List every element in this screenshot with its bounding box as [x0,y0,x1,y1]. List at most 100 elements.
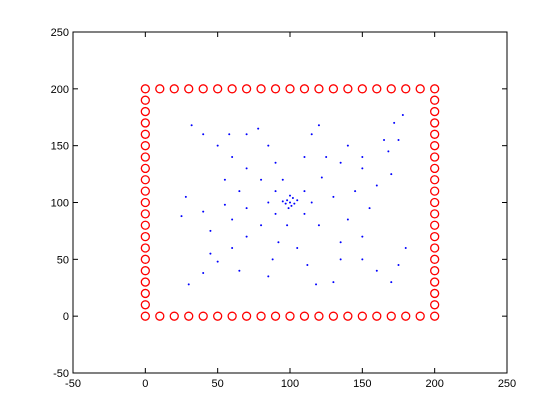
circle-marker [140,84,150,94]
x-tick-label: -50 [65,378,81,390]
circle-marker [155,84,165,94]
circle-marker [184,84,194,94]
x-tick-label: 0 [142,378,148,390]
point-marker [245,207,248,210]
circle-marker [213,311,223,321]
point-marker [223,203,226,206]
circle-marker [386,84,396,94]
point-marker [284,202,287,205]
circle-marker [256,311,266,321]
circle-marker [357,84,367,94]
circle-marker [314,84,324,94]
circle-marker [430,254,440,264]
point-marker [361,167,364,170]
point-marker [361,258,364,261]
circle-marker [430,129,440,139]
point-marker [286,224,289,227]
point-marker [310,133,313,136]
circle-marker [140,243,150,253]
circle-marker [299,84,310,94]
point-marker [325,156,328,159]
x-tick-label: 200 [425,378,443,390]
point-marker [245,133,248,136]
circle-marker [415,84,425,94]
circle-marker [140,118,150,128]
x-tick-label: 150 [353,378,371,390]
point-marker [231,218,234,221]
circle-marker [140,163,150,174]
circle-marker [314,311,324,321]
point-marker [317,224,320,227]
circle-marker [270,84,281,94]
circle-marker [184,311,194,321]
circle-marker [401,311,411,321]
point-marker [375,269,378,272]
circle-marker [430,209,440,219]
circle-marker [140,311,150,321]
circle-marker [140,300,150,310]
circle-marker [328,84,339,94]
x-tick-label: 250 [498,378,516,390]
circle-marker [140,175,150,185]
point-marker [267,275,270,278]
point-marker [320,176,323,179]
circle-marker [430,243,440,253]
point-marker [332,281,335,284]
circle-marker [372,311,382,321]
y-tick-label: 250 [51,27,69,39]
point-marker [274,161,277,164]
point-marker [287,207,290,210]
point-marker [274,190,277,193]
point-marker [223,178,226,181]
circle-marker [430,84,440,94]
point-marker [187,283,190,286]
circle-marker [198,311,208,321]
point-marker [238,269,241,272]
circle-marker [227,84,237,94]
point-marker [202,133,205,136]
circle-marker [140,186,150,196]
circle-marker [401,84,411,94]
circle-marker [140,220,150,230]
point-marker [303,190,306,193]
y-tick-label: 100 [51,198,69,210]
x-tick-label: 100 [281,378,299,390]
point-marker [310,201,313,204]
point-marker [245,235,248,238]
circle-marker [140,152,150,162]
point-marker [296,246,299,249]
circle-marker [372,84,382,94]
point-marker [339,241,342,244]
circle-marker [430,266,440,276]
point-marker [281,200,284,203]
circle-marker [430,220,440,230]
circle-marker [430,288,440,299]
point-marker [346,218,349,221]
circle-marker [140,209,150,219]
circle-marker [343,84,353,94]
circle-marker [140,254,150,264]
point-marker [361,235,364,238]
point-marker [286,199,289,202]
circle-marker [430,95,440,105]
circle-marker [430,197,440,208]
circle-marker [241,84,252,94]
circle-marker [198,84,208,94]
point-marker [209,252,212,255]
point-marker [202,271,205,274]
point-marker [228,133,231,136]
circle-marker [169,84,179,94]
point-marker [383,138,386,141]
point-marker [315,283,318,286]
circle-marker [430,277,440,287]
y-tick-label: 0 [63,311,69,323]
point-marker [245,167,248,170]
point-marker [387,150,390,153]
circle-marker [213,84,223,94]
point-marker [361,156,364,159]
point-marker [267,201,270,204]
circle-marker [140,129,150,139]
point-marker [190,124,193,127]
circle-marker [155,311,165,321]
point-marker [277,241,280,244]
